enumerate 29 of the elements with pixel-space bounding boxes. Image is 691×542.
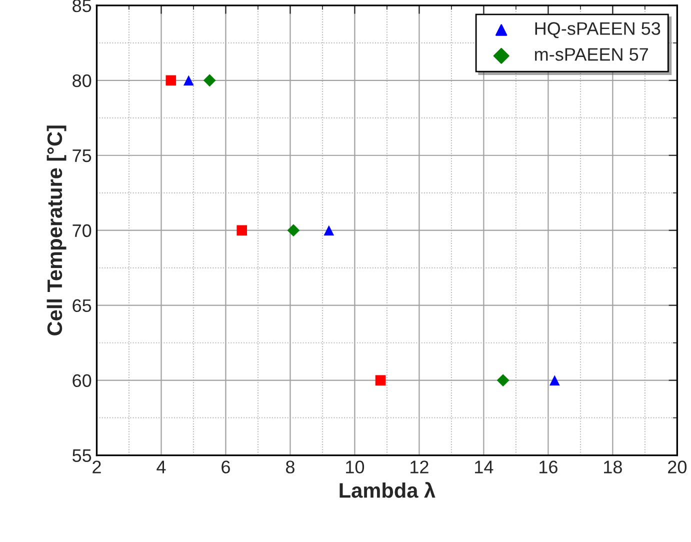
point [166,75,176,86]
point [324,225,334,236]
x-tick-label: 14 [475,460,494,474]
y-tick-label: 80 [72,74,92,88]
y-tick-label: 55 [72,449,92,462]
x-tick-label: 12 [410,460,428,474]
point [496,374,510,387]
y-tick-label: 60 [72,374,92,388]
x-tick-label: 10 [346,460,364,474]
x-tick-label: 6 [222,460,230,474]
point [203,74,216,87]
legend-label: m-sPAEEN 57 [535,48,648,61]
y-axis-title: Cell Temperature [°C] [46,126,66,336]
y-tick-label: 70 [72,224,92,238]
x-tick-label: 4 [156,460,166,474]
y-tick-label: 65 [72,299,92,312]
x-axis-title: Lambda λ [340,482,436,498]
x-tick-label: 20 [668,460,687,474]
x-tick-label: 16 [540,460,558,474]
x-tick-label: 18 [604,460,622,474]
point [183,75,194,86]
legend-label: HQ-sPAEEN 53 [535,22,660,38]
point [375,375,386,386]
y-tick-label: 75 [72,149,92,162]
point [549,375,560,386]
x-tick-label: 2 [92,460,101,474]
x-tick-label: 8 [286,460,294,474]
point [236,225,247,236]
point [287,224,300,237]
